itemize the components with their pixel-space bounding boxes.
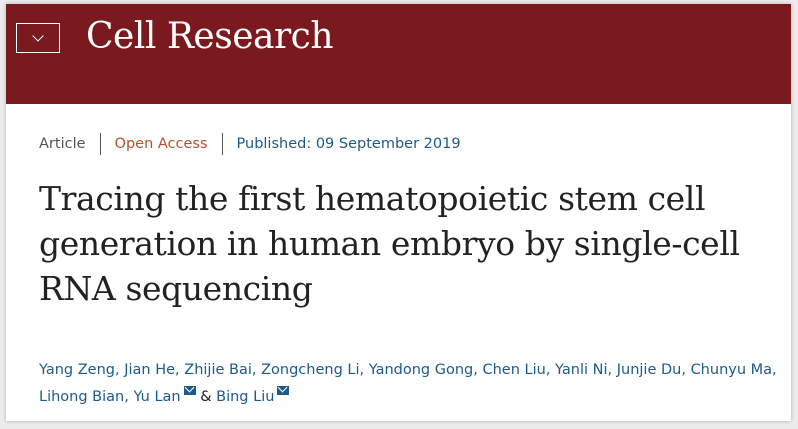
- mail-icon[interactable]: [183, 386, 196, 395]
- author-link[interactable]: Chen Liu: [482, 362, 546, 378]
- menu-toggle-button[interactable]: [16, 23, 60, 53]
- author-link[interactable]: Zhijie Bai: [184, 362, 252, 378]
- author-link[interactable]: Junjie Du: [616, 362, 682, 378]
- open-access-badge: Open Access: [114, 136, 208, 152]
- author-list: Yang Zeng, Jian He, Zhijie Bai, Zongchen…: [39, 362, 777, 405]
- author-link[interactable]: Chunyu Ma: [690, 362, 773, 378]
- author-link[interactable]: Yandong Gong: [368, 362, 474, 378]
- site-header: Cell Research: [6, 4, 791, 104]
- article-meta: Article Open Access Published: 09 Septem…: [39, 133, 461, 155]
- author-link[interactable]: Yanli Ni: [555, 362, 608, 378]
- author-link[interactable]: Yu Lan: [133, 389, 181, 405]
- published-label: Published:: [236, 136, 312, 152]
- article-title: Tracing the first hematopoietic stem cel…: [39, 179, 740, 308]
- meta-divider: [99, 133, 101, 155]
- author-link[interactable]: Jian He: [124, 362, 176, 378]
- author-link[interactable]: Zongcheng Li: [261, 362, 360, 378]
- journal-title[interactable]: Cell Research: [86, 16, 334, 57]
- article-type: Article: [39, 136, 86, 152]
- published-date-value: 09 September 2019: [315, 136, 461, 152]
- author-conjunction: &: [200, 389, 212, 405]
- published-date: Published: 09 September 2019: [237, 136, 461, 152]
- author-link[interactable]: Yang Zeng: [39, 362, 115, 378]
- article-page: Cell Research Article Open Access Publis…: [6, 4, 791, 421]
- author-link[interactable]: Bing Liu: [216, 389, 275, 405]
- chevron-down-icon: [32, 30, 44, 42]
- author-link[interactable]: Lihong Bian: [39, 389, 125, 405]
- meta-divider: [221, 133, 223, 155]
- mail-icon[interactable]: [277, 386, 290, 395]
